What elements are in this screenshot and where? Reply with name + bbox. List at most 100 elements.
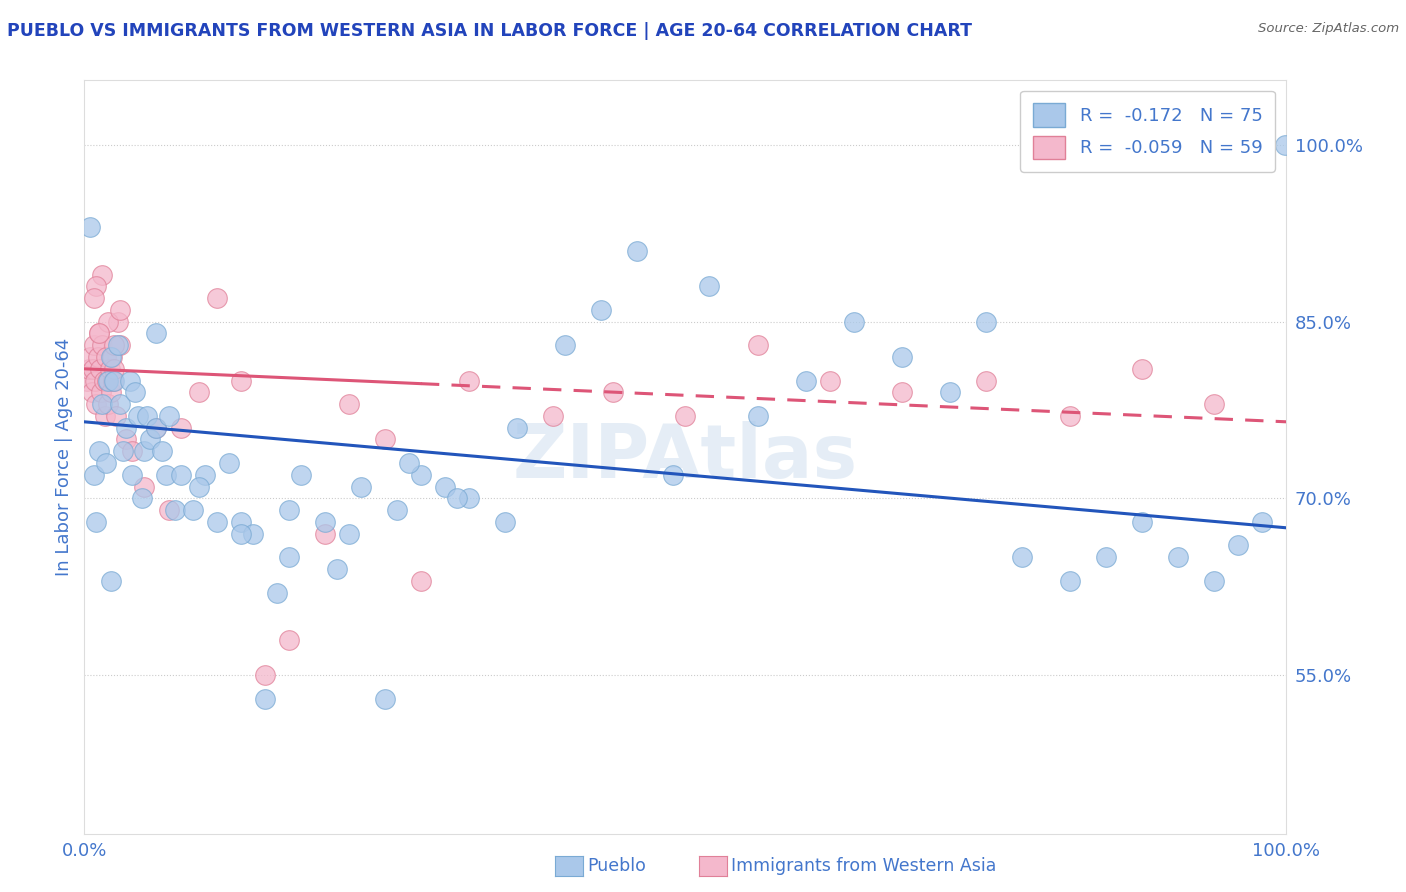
Point xyxy=(127,409,149,423)
Point xyxy=(155,467,177,482)
Point xyxy=(1130,361,1153,376)
Point xyxy=(121,444,143,458)
Point xyxy=(101,350,124,364)
Point xyxy=(139,433,162,447)
Point xyxy=(121,467,143,482)
Point xyxy=(77,361,100,376)
Point xyxy=(326,562,349,576)
Point xyxy=(135,409,157,423)
Point xyxy=(94,456,117,470)
Point xyxy=(398,456,420,470)
Point xyxy=(541,409,564,423)
Point xyxy=(337,526,360,541)
Point xyxy=(229,526,252,541)
Point xyxy=(506,420,529,434)
Point xyxy=(205,515,228,529)
Point xyxy=(747,409,769,423)
Point xyxy=(104,409,127,423)
Point xyxy=(1130,515,1153,529)
Point xyxy=(890,385,912,400)
Point xyxy=(97,374,120,388)
Point xyxy=(82,361,104,376)
Point xyxy=(314,526,336,541)
Point xyxy=(458,374,481,388)
Point xyxy=(94,350,117,364)
Point xyxy=(253,668,276,682)
Point xyxy=(83,291,105,305)
Text: Pueblo: Pueblo xyxy=(588,857,647,875)
Point xyxy=(91,397,114,411)
Point xyxy=(187,385,209,400)
Point xyxy=(290,467,312,482)
Point xyxy=(90,385,112,400)
Point xyxy=(314,515,336,529)
Point xyxy=(115,420,138,434)
Point xyxy=(229,374,252,388)
Point xyxy=(91,268,114,282)
Point xyxy=(103,374,125,388)
Point xyxy=(83,338,105,352)
Point xyxy=(1059,574,1081,588)
Point xyxy=(794,374,817,388)
Point xyxy=(1251,515,1274,529)
Point xyxy=(145,326,167,341)
Point xyxy=(79,220,101,235)
Point xyxy=(277,632,299,647)
Point xyxy=(98,361,121,376)
Point xyxy=(157,503,180,517)
Point xyxy=(110,397,132,411)
Point xyxy=(1011,550,1033,565)
Point xyxy=(118,374,141,388)
Point xyxy=(434,480,457,494)
Point xyxy=(103,361,125,376)
Point xyxy=(107,338,129,352)
Point xyxy=(205,291,228,305)
Point xyxy=(602,385,624,400)
Point xyxy=(350,480,373,494)
Point xyxy=(1167,550,1189,565)
Point xyxy=(277,550,299,565)
Point xyxy=(124,385,146,400)
Point xyxy=(93,374,115,388)
Point xyxy=(100,385,122,400)
Point xyxy=(890,350,912,364)
Point xyxy=(87,326,110,341)
Point xyxy=(277,503,299,517)
Point xyxy=(229,515,252,529)
Point xyxy=(115,433,138,447)
Point xyxy=(86,397,108,411)
Point xyxy=(100,350,122,364)
Point xyxy=(974,315,997,329)
Point xyxy=(157,409,180,423)
Point xyxy=(91,338,114,352)
Point xyxy=(100,574,122,588)
Text: PUEBLO VS IMMIGRANTS FROM WESTERN ASIA IN LABOR FORCE | AGE 20-64 CORRELATION CH: PUEBLO VS IMMIGRANTS FROM WESTERN ASIA I… xyxy=(7,22,972,40)
Point xyxy=(103,374,125,388)
Point xyxy=(169,420,191,434)
Point xyxy=(409,574,432,588)
Point xyxy=(110,302,132,317)
Point xyxy=(446,491,468,506)
Point xyxy=(1227,539,1250,553)
Point xyxy=(554,338,576,352)
Point xyxy=(134,444,156,458)
Point xyxy=(747,338,769,352)
Point xyxy=(974,374,997,388)
Point xyxy=(374,433,396,447)
Text: Source: ZipAtlas.com: Source: ZipAtlas.com xyxy=(1258,22,1399,36)
Point xyxy=(83,467,105,482)
Point xyxy=(134,480,156,494)
Point xyxy=(103,338,125,352)
Point xyxy=(97,315,120,329)
Point xyxy=(97,397,120,411)
Point xyxy=(939,385,962,400)
Point xyxy=(626,244,648,258)
Point xyxy=(1204,574,1226,588)
Point xyxy=(86,350,108,364)
Point xyxy=(1274,138,1296,153)
Point xyxy=(494,515,516,529)
Point xyxy=(86,515,108,529)
Point xyxy=(242,526,264,541)
Point xyxy=(87,326,110,341)
Point xyxy=(80,385,103,400)
